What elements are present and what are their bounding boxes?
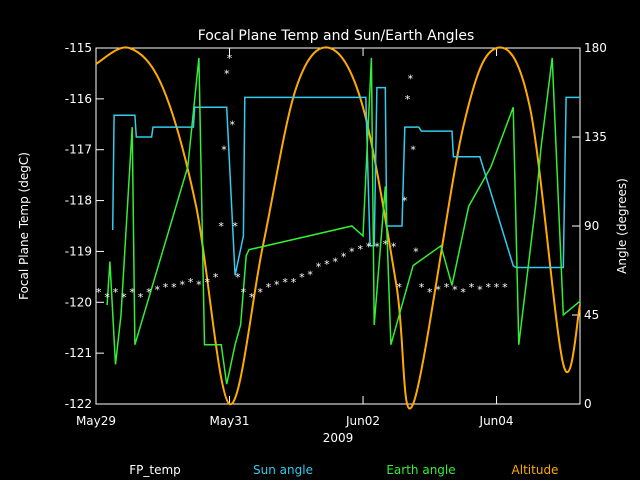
fp-temp-point: *	[299, 271, 305, 284]
fp-temp-point: *	[460, 286, 466, 299]
left-tick-label: -122	[65, 397, 92, 411]
right-tick-label: 180	[584, 41, 607, 55]
fp-temp-point: *	[282, 276, 288, 289]
fp-temp-point: *	[444, 281, 450, 294]
fp-temp-point: *	[227, 52, 233, 65]
legend-item-sun-angle: Sun angle	[253, 463, 313, 477]
left-tick-label: -115	[65, 41, 92, 55]
fp-temp-point: *	[494, 281, 500, 294]
fp-temp-point: *	[413, 245, 419, 258]
fp-temp-point: *	[230, 118, 236, 131]
right-tick-label: 135	[584, 130, 607, 144]
x-axis-ticks: May29 May31 Jun02 Jun04	[76, 48, 514, 428]
fp-temp-point: *	[485, 281, 491, 294]
left-tick-label: -116	[65, 92, 92, 106]
legend: FP_temp Sun angle Earth angle Altitude	[129, 463, 558, 477]
fp-temp-point: *	[121, 291, 127, 304]
left-axis-ticks: -122 -121 -120 -119 -118 -117 -116 -115	[65, 41, 104, 411]
fp-temp-point: *	[408, 73, 414, 86]
fp-temp-point: *	[235, 271, 241, 284]
fp-temp-point: *	[291, 276, 297, 289]
fp-temp-point: *	[213, 271, 219, 284]
fp-temp-point: *	[224, 67, 230, 80]
fp-temp-point: *	[324, 258, 330, 271]
fp-temp-point: *	[358, 243, 364, 256]
altitude-line	[95, 46, 581, 410]
fp-temp-point: *	[163, 281, 169, 294]
right-tick-label: 90	[584, 219, 599, 233]
legend-item-fp-temp: FP_temp	[129, 463, 181, 477]
fp-temp-point: *	[349, 245, 355, 258]
fp-temp-point: *	[205, 276, 211, 289]
fp-temp-point: *	[402, 195, 408, 208]
fp-temp-point: *	[374, 240, 380, 253]
fp-temp-point: *	[366, 240, 372, 253]
fp-temp-point: *	[383, 238, 389, 251]
fp-temp-point: *	[391, 240, 397, 253]
x-tick-label: May31	[209, 414, 249, 428]
fp-temp-point: *	[232, 220, 238, 233]
fp-temp-point: *	[218, 220, 224, 233]
fp-temp-point: *	[502, 281, 508, 294]
fp-temp-point: *	[241, 286, 247, 299]
fp-temp-point: *	[146, 286, 152, 299]
fp-temp-point: *	[257, 286, 263, 299]
earth-angle-line	[106, 57, 581, 385]
fp-temp-point: *	[405, 93, 411, 106]
fp-temp-point: *	[469, 281, 475, 294]
left-tick-label: -117	[65, 143, 92, 157]
left-tick-label: -120	[65, 295, 92, 309]
x-axis-title: 2009	[323, 431, 354, 445]
fp-temp-point: *	[96, 286, 102, 299]
fp-temp-point: *	[332, 256, 338, 269]
fp-temp-point: *	[435, 284, 441, 297]
chart-title: Focal Plane Temp and Sun/Earth Angles	[198, 28, 475, 44]
fp-temp-point: *	[171, 281, 177, 294]
left-tick-label: -119	[65, 244, 92, 258]
fp-temp-point: *	[452, 284, 458, 297]
fp-temp-point: *	[179, 278, 185, 291]
fp-temp-point: *	[419, 281, 425, 294]
fp-temp-point: *	[154, 284, 160, 297]
fp-temp-point: *	[249, 291, 255, 304]
fp-temp-point: *	[113, 286, 119, 299]
fp-temp-point: *	[221, 144, 227, 157]
fp-temp-point: *	[274, 278, 280, 291]
fp-temp-point: *	[196, 278, 202, 291]
x-tick-label: Jun02	[345, 414, 380, 428]
series-layer: * * * * * * * * * * * * * * ********* * * * * * * * ** * * * * * * * *…	[95, 46, 581, 410]
fp-temp-point: *	[427, 286, 433, 299]
right-tick-label: 45	[584, 308, 599, 322]
fp-temp-point: *	[188, 276, 194, 289]
left-axis-title: Focal Plane Temp (degC)	[17, 152, 31, 300]
fp-temp-point: *	[341, 251, 347, 264]
legend-item-altitude: Altitude	[512, 463, 559, 477]
x-tick-label: May29	[76, 414, 116, 428]
fp-temp-point: *	[104, 291, 110, 304]
fp-temp-point: *	[396, 281, 402, 294]
fp-temp-point: *	[307, 268, 313, 281]
left-tick-label: -121	[65, 346, 92, 360]
x-tick-label: Jun04	[479, 414, 514, 428]
fp-temp-point: *	[316, 261, 322, 274]
fp-temp-point: *	[138, 291, 144, 304]
right-axis-ticks: 0 45 90 135 180	[572, 41, 607, 411]
fp-temp-point: *	[410, 144, 416, 157]
right-axis-title: Angle (degrees)	[615, 178, 629, 274]
fp-temp-point: *	[129, 286, 135, 299]
fp-temp-point: *	[266, 281, 272, 294]
left-tick-label: -118	[65, 194, 92, 208]
sun-angle-line	[111, 86, 580, 276]
legend-item-earth-angle: Earth angle	[386, 463, 455, 477]
right-tick-label: 0	[584, 397, 592, 411]
fp-temp-point: *	[477, 284, 483, 297]
